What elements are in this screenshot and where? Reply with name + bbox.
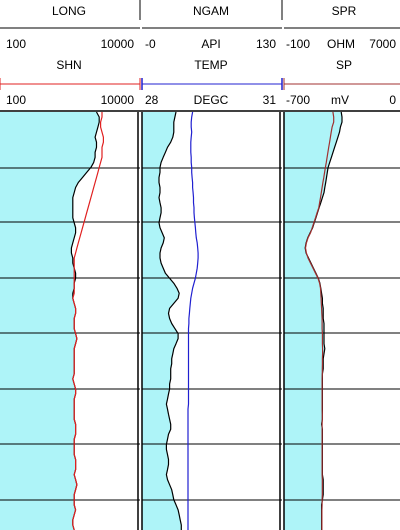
unit-spr: OHM — [327, 37, 355, 51]
scale-left-ngam: -0 — [145, 37, 156, 51]
curve-sp — [304, 111, 335, 530]
unit-temp: DEGC — [194, 93, 229, 107]
curve-name-ngam: NGAM — [193, 4, 229, 18]
scale-right-shn: 10000 — [101, 93, 135, 107]
fill-ngam — [142, 112, 182, 530]
curve-name-spr: SPR — [332, 4, 357, 18]
scale-right-long: 10000 — [101, 37, 135, 51]
curve-name-temp: TEMP — [194, 58, 227, 72]
curve-name-long: LONG — [52, 4, 86, 18]
scale-right-temp: 31 — [263, 93, 277, 107]
curve-shn — [72, 112, 105, 530]
tracks-area — [0, 111, 400, 530]
unit-ngam: API — [201, 37, 220, 51]
fill-spr — [284, 112, 342, 530]
scale-left-temp: 28 — [145, 93, 159, 107]
curve-name-shn: SHN — [56, 58, 81, 72]
scale-right-spr: 7000 — [369, 37, 396, 51]
curve-ngam — [158, 111, 182, 530]
curve-name-sp: SP — [336, 58, 352, 72]
scale-left-spr: -100 — [286, 37, 310, 51]
curve-temp — [187, 111, 199, 530]
scale-left-long: 100 — [6, 37, 26, 51]
fill-long — [0, 112, 100, 530]
scale-left-shn: 100 — [6, 93, 26, 107]
unit-sp: mV — [331, 93, 349, 107]
scale-left-sp: -700 — [286, 93, 310, 107]
scale-right-ngam: 130 — [256, 37, 276, 51]
header: LONG 100 10000 SHN 100 10000 NGAM -0 API… — [0, 0, 400, 112]
scale-right-sp: 0 — [389, 93, 396, 107]
